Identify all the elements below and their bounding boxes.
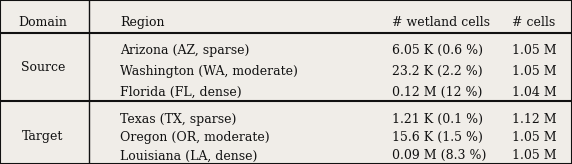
Text: Source: Source bbox=[21, 61, 65, 74]
Text: # wetland cells: # wetland cells bbox=[392, 16, 490, 29]
Text: Oregon (OR, moderate): Oregon (OR, moderate) bbox=[120, 131, 270, 144]
Text: 0.09 M (8.3 %): 0.09 M (8.3 %) bbox=[392, 149, 486, 162]
Text: Texas (TX, sparse): Texas (TX, sparse) bbox=[120, 113, 236, 126]
Text: Target: Target bbox=[22, 130, 63, 144]
Text: 1.21 K (0.1 %): 1.21 K (0.1 %) bbox=[392, 113, 483, 126]
Text: 15.6 K (1.5 %): 15.6 K (1.5 %) bbox=[392, 131, 483, 144]
Text: 1.05 M: 1.05 M bbox=[512, 149, 557, 162]
Text: 1.05 M: 1.05 M bbox=[512, 43, 557, 57]
Text: 1.05 M: 1.05 M bbox=[512, 131, 557, 144]
Text: Washington (WA, moderate): Washington (WA, moderate) bbox=[120, 65, 298, 78]
Text: # cells: # cells bbox=[512, 16, 555, 29]
Text: 0.12 M (12 %): 0.12 M (12 %) bbox=[392, 86, 482, 99]
Text: 6.05 K (0.6 %): 6.05 K (0.6 %) bbox=[392, 43, 483, 57]
Text: 23.2 K (2.2 %): 23.2 K (2.2 %) bbox=[392, 65, 482, 78]
Text: 1.12 M: 1.12 M bbox=[512, 113, 557, 126]
Text: 1.04 M: 1.04 M bbox=[512, 86, 557, 99]
Text: Florida (FL, dense): Florida (FL, dense) bbox=[120, 86, 242, 99]
Text: Domain: Domain bbox=[18, 16, 67, 29]
Text: 1.05 M: 1.05 M bbox=[512, 65, 557, 78]
Text: Arizona (AZ, sparse): Arizona (AZ, sparse) bbox=[120, 43, 249, 57]
Text: Louisiana (LA, dense): Louisiana (LA, dense) bbox=[120, 149, 257, 162]
Text: Region: Region bbox=[120, 16, 165, 29]
